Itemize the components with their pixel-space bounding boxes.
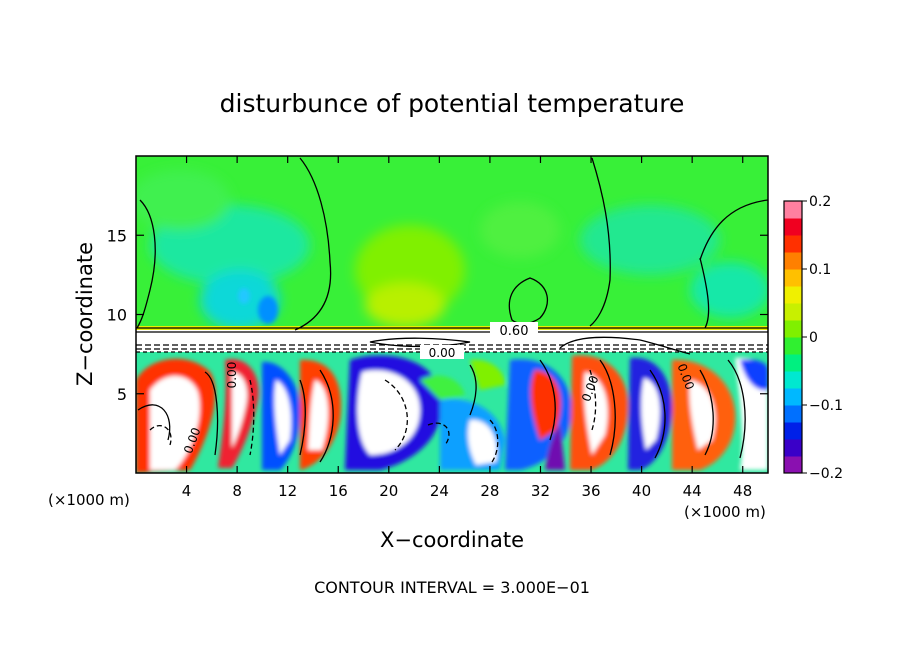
colorbar-tick-label: 0.1 bbox=[809, 262, 831, 278]
y-tick-label: 15 bbox=[107, 226, 127, 245]
x-tick-label: 12 bbox=[278, 482, 297, 500]
x-tick-label: 20 bbox=[379, 482, 398, 500]
x-tick-label: 32 bbox=[531, 482, 550, 500]
x-tick-label: 48 bbox=[733, 482, 752, 500]
x-tick-label: 40 bbox=[632, 482, 651, 500]
contour-interval-note: CONTOUR INTERVAL = 3.000E−01 bbox=[314, 578, 590, 597]
chart-title: disturbunce of potential temperature bbox=[220, 89, 685, 118]
colorbar-swatch bbox=[784, 286, 802, 304]
colorbar-swatch bbox=[784, 320, 802, 338]
colorbar-tick-label: −0.2 bbox=[809, 466, 843, 482]
x-tick-label: 8 bbox=[232, 482, 242, 500]
plot-area: 0.60 0.00 0.00 0.00 0.00 0.00 bbox=[136, 156, 768, 473]
lower-field bbox=[136, 352, 768, 473]
colorbar-swatch bbox=[784, 201, 802, 219]
y-tick-label: 5 bbox=[117, 385, 127, 404]
colorbar-swatch bbox=[784, 422, 802, 440]
y-axis-label: Z−coordinate bbox=[73, 242, 97, 386]
contour-label: 0.00 bbox=[429, 346, 456, 360]
x-axis-label: X−coordinate bbox=[380, 528, 524, 552]
colorbar: 0.2 0.1 0 −0.1 −0.2 bbox=[783, 194, 843, 482]
y-tick-label: 10 bbox=[107, 306, 127, 325]
x-tick-label: 24 bbox=[430, 482, 449, 500]
colorbar-swatch bbox=[784, 252, 802, 270]
contour-label: 0.60 bbox=[500, 324, 529, 339]
colorbar-swatch bbox=[784, 337, 802, 355]
x-unit-right: (×1000 m) bbox=[684, 503, 766, 521]
x-axis: 4 8 12 16 20 24 28 32 36 40 44 48 bbox=[182, 156, 752, 500]
colorbar-swatch bbox=[784, 388, 802, 406]
colorbar-swatch bbox=[784, 456, 802, 474]
x-tick-label: 44 bbox=[683, 482, 702, 500]
colorbar-swatch bbox=[784, 303, 802, 321]
colorbar-swatch bbox=[784, 405, 802, 423]
colorbar-swatch bbox=[784, 371, 802, 389]
x-tick-label: 36 bbox=[581, 482, 600, 500]
x-tick-label: 16 bbox=[329, 482, 348, 500]
colorbar-swatch bbox=[784, 235, 802, 253]
colorbar-swatch bbox=[784, 439, 802, 457]
x-unit-left: (×1000 m) bbox=[48, 491, 130, 509]
x-tick-label: 28 bbox=[480, 482, 499, 500]
colorbar-tick-label: −0.1 bbox=[809, 398, 843, 414]
colorbar-swatch bbox=[784, 269, 802, 287]
colorbar-swatch bbox=[784, 354, 802, 372]
colorbar-tick-label: 0 bbox=[809, 330, 818, 346]
colorbar-swatch bbox=[784, 218, 802, 236]
x-tick-label: 4 bbox=[182, 482, 192, 500]
contour-label: 0.00 bbox=[225, 362, 239, 389]
y-axis: 5 10 15 bbox=[107, 226, 768, 404]
upper-field bbox=[136, 170, 768, 330]
colorbar-tick-label: 0.2 bbox=[809, 194, 831, 210]
